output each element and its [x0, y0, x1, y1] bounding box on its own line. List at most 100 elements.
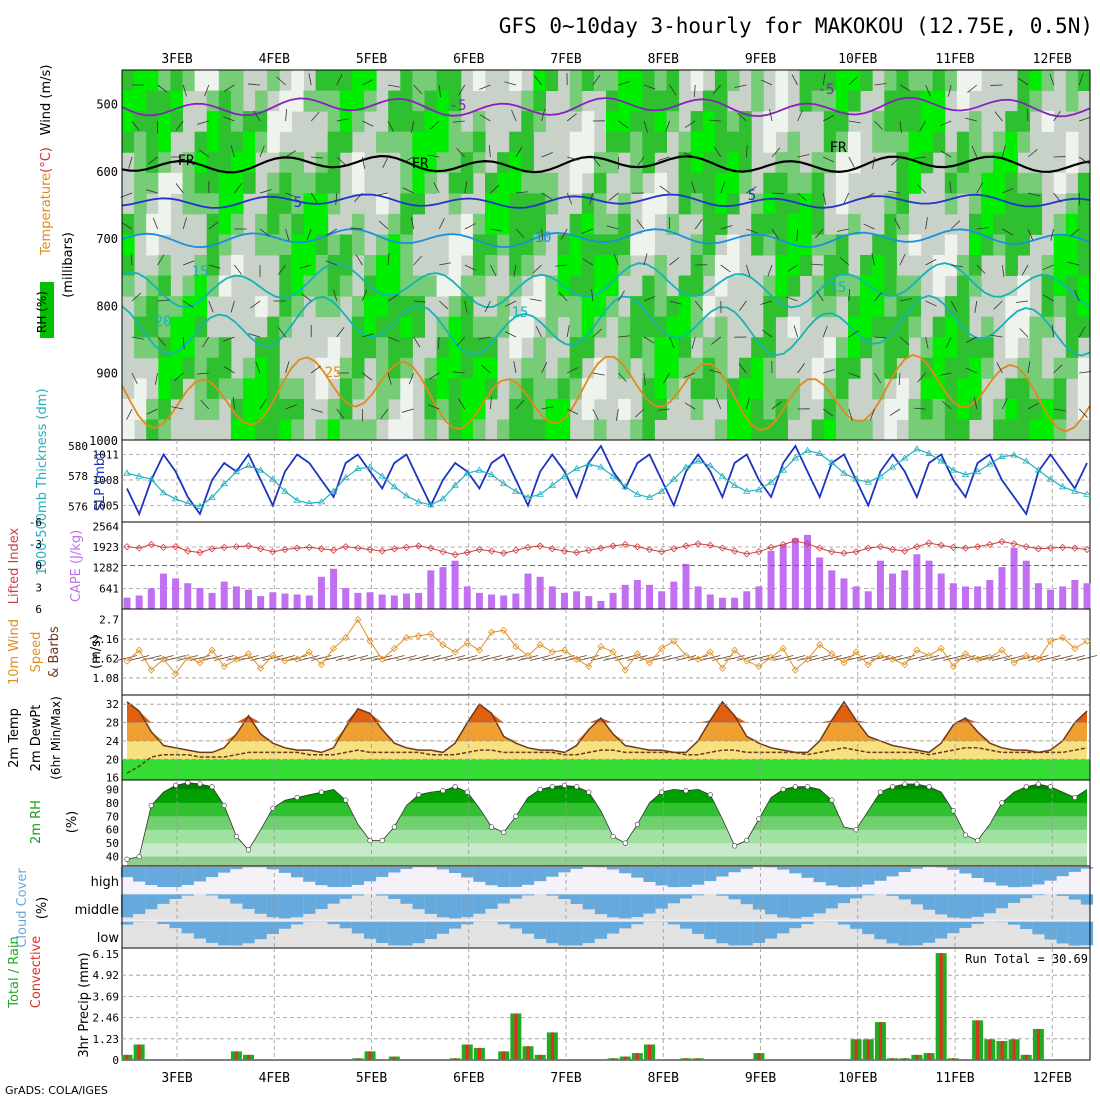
rh-cell: [243, 378, 256, 400]
precip-conv-bar: [1000, 1041, 1004, 1060]
rh-cell: [206, 378, 220, 400]
wind-barb: [976, 264, 986, 274]
rh-cell: [1065, 316, 1079, 338]
thickness-point: [986, 460, 994, 467]
rh-cell: [388, 131, 401, 153]
rh-point: [634, 821, 640, 827]
rh-cell: [521, 255, 534, 277]
precip-conv-bar: [648, 1044, 652, 1060]
wind-speed-point: [524, 652, 532, 660]
rh-cell: [557, 419, 571, 441]
rh-cell: [158, 255, 171, 277]
wind-barb: [131, 372, 138, 384]
li-tick: 3: [35, 581, 42, 594]
rh-point: [185, 780, 191, 786]
wind-barb: [691, 181, 696, 194]
rh-cell: [702, 357, 716, 379]
rh-cell: [279, 152, 292, 174]
precip-unit-label: 3hr Precip (mm): [77, 952, 92, 1057]
wind-speed-point: [536, 641, 544, 649]
rh-cell: [969, 337, 982, 359]
cloud-bar: [339, 894, 352, 899]
cloud-bar: [145, 867, 158, 886]
rh-cell: [981, 234, 994, 256]
li-point: [1059, 543, 1067, 551]
cape-bar: [147, 588, 155, 609]
rh-cell: [956, 90, 970, 112]
thickness-point: [755, 486, 763, 493]
rh-cell: [134, 193, 147, 215]
rh-cell: [1041, 419, 1055, 441]
rh-cell: [618, 213, 631, 235]
rh-cell: [497, 296, 510, 318]
rh-cell: [1053, 378, 1067, 400]
rh-cell: [230, 131, 244, 153]
rh-cell: [727, 70, 740, 92]
rh-cell: [630, 419, 643, 441]
rh-cell: [339, 111, 353, 133]
wind-barb: [438, 300, 449, 310]
rh-cell: [606, 70, 619, 92]
rh-cell: [376, 378, 389, 400]
cloud-bar: [412, 921, 425, 944]
wind-speed-point: [123, 657, 131, 665]
rh-cell: [763, 378, 776, 400]
wind-barb: [663, 372, 670, 384]
rh-cell: [146, 234, 159, 256]
rh-cell: [1053, 172, 1067, 194]
rh-cell: [122, 234, 135, 256]
wind-speed-point: [232, 655, 240, 663]
rh-cell: [763, 193, 776, 215]
rh-cell: [654, 193, 667, 215]
wind-barb: [541, 152, 553, 158]
wind-barb: [515, 146, 523, 158]
wind-barb: [458, 84, 466, 96]
wind-barb: [382, 156, 389, 168]
wind-barb: [1053, 408, 1066, 412]
rh-cell: [823, 378, 837, 400]
cloud-bar: [594, 894, 608, 915]
surface-wind-barb: [991, 655, 1013, 661]
wind-barb: [925, 259, 937, 266]
rh-cell: [267, 193, 280, 215]
rh-cell: [1029, 357, 1043, 379]
wind-barb: [326, 228, 338, 236]
rh-point: [975, 837, 981, 844]
surface-wind-barb: [578, 655, 599, 661]
slp-tick: 1008: [93, 474, 120, 487]
wind-speed-point: [913, 646, 921, 654]
surface-wind-barb: [821, 655, 842, 661]
rh-cell: [448, 193, 462, 215]
rh-cell: [932, 357, 946, 379]
contour-label: 10: [535, 230, 552, 246]
surface-wind-barb: [590, 655, 612, 661]
rh-point: [1047, 784, 1054, 790]
wind-barb: [1067, 261, 1080, 266]
rh-cell: [896, 70, 909, 92]
wind-barb: [529, 298, 542, 302]
rh-cell: [448, 234, 462, 256]
rh-cell: [279, 419, 292, 441]
rh-cell: [702, 255, 716, 277]
rh-cell: [158, 316, 171, 338]
rh-cell: [787, 131, 801, 153]
thickness-point: [1034, 466, 1043, 473]
cape-bar: [317, 576, 325, 609]
cloud-bar: [728, 921, 741, 946]
wind-barb: [1002, 397, 1008, 410]
rh-cell: [509, 419, 522, 441]
wind-barb: [643, 336, 655, 344]
rh-cell: [533, 70, 546, 92]
thickness-point: [184, 499, 192, 506]
cape-bar: [682, 563, 690, 609]
thickness-point: [1071, 487, 1079, 494]
rh-cell: [521, 131, 534, 153]
wind-barb: [712, 84, 722, 95]
cape-bar: [585, 596, 593, 609]
rh-cell: [884, 275, 897, 297]
wind-barb: [285, 361, 290, 374]
rh-cell: [521, 90, 534, 112]
rh-cell: [884, 316, 897, 338]
rh-cell: [775, 70, 788, 92]
contour-label: 5: [294, 195, 302, 211]
